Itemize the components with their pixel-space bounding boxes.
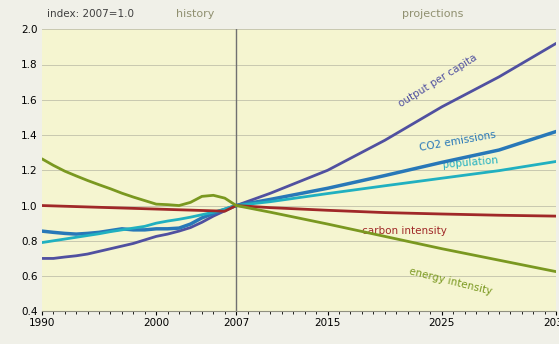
Text: history: history xyxy=(176,9,214,19)
Text: energy intensity: energy intensity xyxy=(408,266,492,297)
Text: carbon intensity: carbon intensity xyxy=(362,226,447,236)
Text: projections: projections xyxy=(402,9,463,19)
Text: population: population xyxy=(442,155,498,170)
Text: output per capita: output per capita xyxy=(396,53,479,109)
Text: CO2 emissions: CO2 emissions xyxy=(419,129,497,153)
Text: index: 2007=1.0: index: 2007=1.0 xyxy=(47,9,134,19)
